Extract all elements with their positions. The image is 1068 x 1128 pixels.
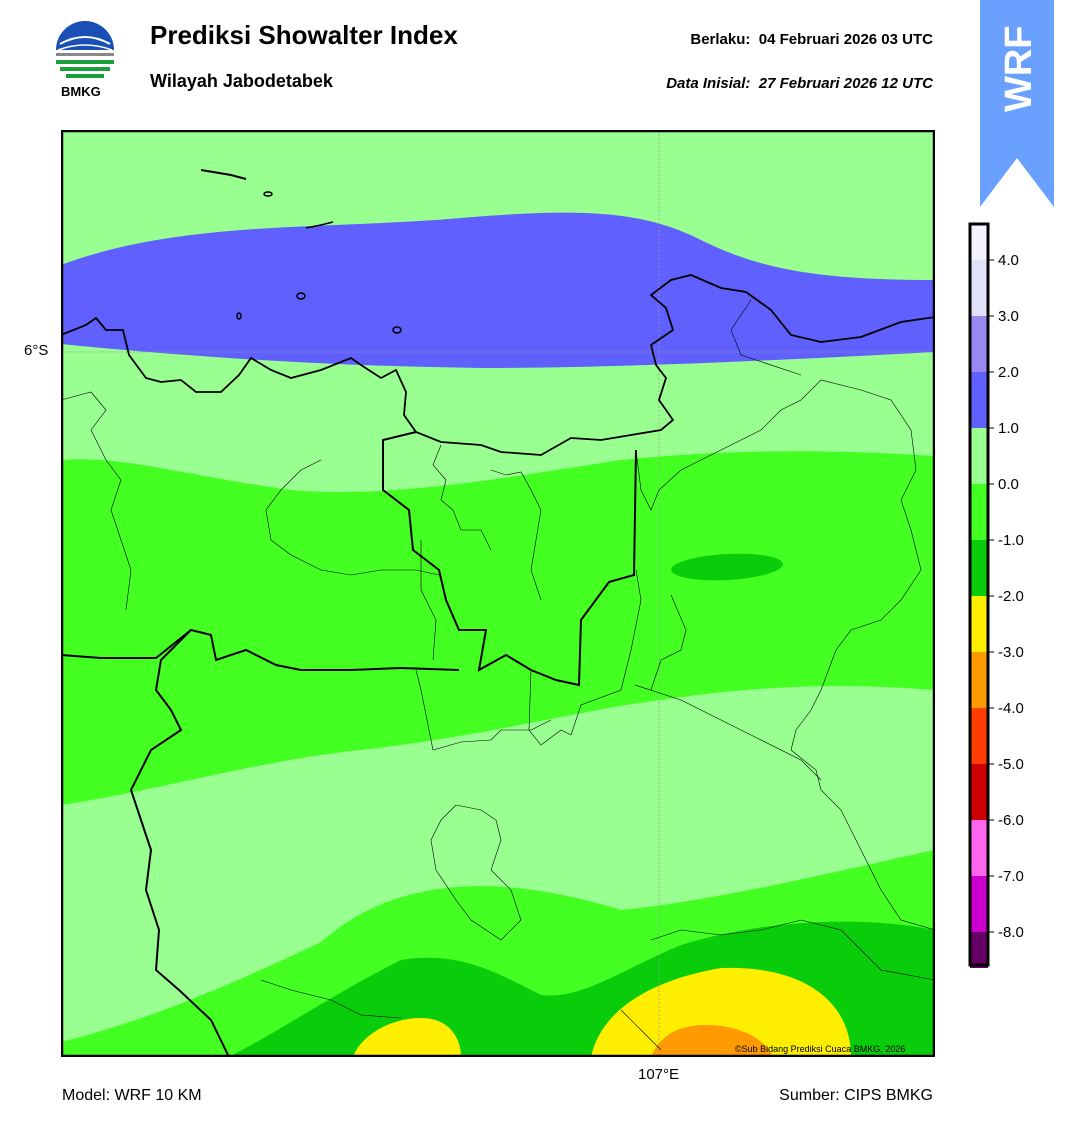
colorbar-swatch xyxy=(970,316,988,372)
contour-1-2 xyxy=(61,212,935,368)
colorbar-swatch xyxy=(970,932,988,988)
colorbar-swatch xyxy=(970,260,988,316)
contour-neg1-0-north xyxy=(61,451,935,805)
init-value: 27 Februari 2026 12 UTC xyxy=(758,75,933,92)
bmkg-logo-icon xyxy=(56,21,114,78)
valid-label: Berlaku: xyxy=(690,31,751,48)
source-label: Sumber: CIPS BMKG xyxy=(779,1087,933,1104)
contour-neg3-neg2-west xyxy=(353,1018,461,1057)
colorbar-tick-label: 2.0 xyxy=(998,364,1019,381)
colorbar-swatch xyxy=(970,596,988,652)
init-time: Data Inisial: 27 Februari 2026 12 UTC xyxy=(666,75,933,92)
district-borders xyxy=(61,299,935,1051)
wrf-badge-shape xyxy=(980,0,1054,207)
colorbar-swatch xyxy=(970,820,988,876)
island-4 xyxy=(296,292,306,300)
colorbar-tick-label: -8.0 xyxy=(998,924,1024,941)
coastline xyxy=(61,274,935,456)
bmkg-logo: BMKG xyxy=(52,20,118,102)
map-frame xyxy=(60,129,936,1058)
colorbar-swatch xyxy=(970,428,988,484)
contour-neg4-neg3 xyxy=(651,1025,773,1057)
map-canvas xyxy=(60,129,936,1058)
showalter-map xyxy=(60,129,936,1058)
colorbar-tick-label: 0.0 xyxy=(998,476,1019,493)
colorbar-tick-label: 3.0 xyxy=(998,308,1019,325)
island-3 xyxy=(305,221,334,229)
lat-label: 6°S xyxy=(24,342,49,359)
colorbar-canvas: 4.0 3.0 2.0 1.0 0.0 -1.0 -2.0 -3.0 -4.0 -5.0 -6.0 -… xyxy=(968,222,1024,988)
colorbar-swatch xyxy=(970,708,988,764)
colorbar-tick-label: 4.0 xyxy=(998,252,1019,269)
init-label: Data Inisial: xyxy=(666,75,751,92)
colorbar-swatch xyxy=(970,224,988,260)
province-border-south xyxy=(61,628,460,671)
colorbar-tick-label: -5.0 xyxy=(998,756,1024,773)
valid-value: 04 Februari 2026 03 UTC xyxy=(758,31,933,48)
contour-neg2-neg1-patch xyxy=(671,553,783,581)
wrf-badge: WRF xyxy=(980,0,1054,210)
valid-time: Berlaku: 04 Februari 2026 03 UTC xyxy=(690,31,933,48)
colorbar-frame xyxy=(968,222,990,967)
colorbar-swatch xyxy=(970,372,988,428)
province-border-banten-jabar xyxy=(382,431,637,687)
colorbar-swatch xyxy=(970,764,988,820)
colorbar-tick-label: -1.0 xyxy=(998,532,1024,549)
island-2 xyxy=(263,191,273,197)
colorbar: 4.0 3.0 2.0 1.0 0.0 -1.0 -2.0 -3.0 -4.0 -5.0 -6.0 -… xyxy=(968,222,1068,988)
contour-neg3-neg2-east xyxy=(591,967,851,1057)
map-credit: ©Sub Bidang Prediksi Cuaca BMKG, 2026 xyxy=(735,1044,906,1054)
colorbar-swatches xyxy=(970,224,988,988)
colorbar-swatch xyxy=(970,540,988,596)
colorbar-tick-label: -4.0 xyxy=(998,700,1024,717)
island-6 xyxy=(236,312,242,320)
colorbar-ticks: 4.0 3.0 2.0 1.0 0.0 -1.0 -2.0 -3.0 -4.0 -5.0 -6.0 -… xyxy=(988,252,1024,941)
colorbar-tick-label: 1.0 xyxy=(998,420,1019,437)
colorbar-tick-label: -6.0 xyxy=(998,812,1024,829)
province-border-west xyxy=(129,629,230,1057)
island-1 xyxy=(200,169,247,180)
page-subtitle: Wilayah Jabodetabek xyxy=(150,71,333,91)
colorbar-swatch xyxy=(970,484,988,540)
wrf-badge-text: WRF xyxy=(998,25,1040,112)
colorbar-tick-label: -2.0 xyxy=(998,588,1024,605)
colorbar-swatch xyxy=(970,652,988,708)
colorbar-tick-label: -3.0 xyxy=(998,644,1024,661)
colorbar-swatch xyxy=(970,876,988,932)
page-title: Prediksi Showalter Index xyxy=(150,20,458,50)
model-label: Model: WRF 10 KM xyxy=(62,1087,202,1104)
lon-label: 107°E xyxy=(638,1066,680,1083)
logo-text: BMKG xyxy=(61,84,101,99)
island-5 xyxy=(392,326,402,334)
colorbar-tick-label: -7.0 xyxy=(998,868,1024,885)
